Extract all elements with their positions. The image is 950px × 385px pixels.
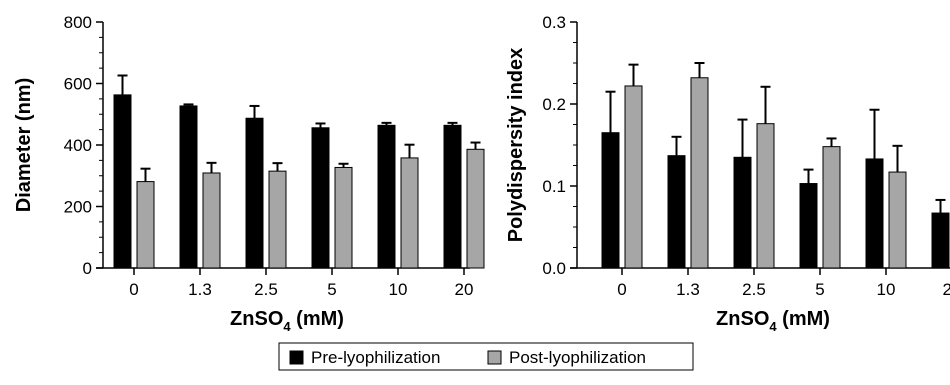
pdi-x-tick-label: 0 <box>617 280 626 299</box>
pdi-bar-post <box>822 146 841 269</box>
polydispersity-chart: 0.0 0.1 0.2 0.3 0 1.3 2.5 5 10 20 Polydispersity i… <box>505 13 950 334</box>
legend: Pre-lyophilization Post-lyophilization <box>278 342 694 371</box>
diameter-x-axis-title: ZnSO4 (mM) <box>230 308 344 334</box>
pdi-x-tick-label: 1.3 <box>676 280 700 299</box>
diameter-x-tick-label: 10 <box>389 280 408 299</box>
diameter-bar-pre <box>377 124 396 269</box>
legend-label-post: Post-lyophilization <box>509 348 646 367</box>
pdi-y-tick-label: 0.1 <box>542 177 566 196</box>
diameter-bar-pre <box>113 94 132 269</box>
diameter-bar-post <box>136 181 155 269</box>
pdi-bar-post <box>624 85 643 269</box>
pdi-y-tick-label: 0.3 <box>542 13 566 32</box>
diameter-bar-post <box>400 157 419 269</box>
diameter-x-tick-label: 2.5 <box>254 280 278 299</box>
pdi-bar-pre <box>601 132 620 269</box>
pdi-bar-pre <box>931 212 950 269</box>
diameter-bar-post <box>334 166 353 269</box>
legend-swatch-post <box>487 350 502 365</box>
diameter-bar-post <box>202 172 221 269</box>
pdi-y-axis-title: Polydispersity index <box>505 48 527 243</box>
diameter-y-tick-label: 400 <box>64 136 92 155</box>
pdi-bar-pre <box>865 158 884 269</box>
pdi-y-tick-label: 0.0 <box>542 259 566 278</box>
legend-label-pre: Pre-lyophilization <box>311 348 440 367</box>
pdi-bar-post <box>690 77 709 269</box>
diameter-y-tick-label: 600 <box>64 75 92 94</box>
pdi-y-tick-label: 0.2 <box>542 95 566 114</box>
diameter-bar-pre <box>245 117 264 269</box>
pdi-x-axis-title: ZnSO4 (mM) <box>716 308 830 334</box>
legend-box <box>278 342 694 371</box>
diameter-x-tick-label: 20 <box>455 280 474 299</box>
diameter-bar-pre <box>179 105 198 269</box>
diameter-y-tick-label: 0 <box>83 259 92 278</box>
pdi-x-tick-label: 2.5 <box>742 280 766 299</box>
diameter-y-tick-label: 800 <box>64 13 92 32</box>
pdi-bar-post <box>888 171 907 269</box>
pdi-bar-post <box>756 123 775 269</box>
pdi-bar-pre <box>733 156 752 269</box>
legend-swatch-pre <box>289 350 304 365</box>
pdi-bar-pre <box>799 183 818 269</box>
diameter-y-tick-label: 200 <box>64 198 92 217</box>
pdi-x-tick-label: 20 <box>943 280 950 299</box>
diameter-bar-pre <box>311 127 330 269</box>
pdi-x-tick-label: 5 <box>815 280 824 299</box>
diameter-bar-post <box>466 148 485 269</box>
diameter-x-tick-label: 1.3 <box>188 280 212 299</box>
diameter-bar-pre <box>443 124 462 269</box>
pdi-bar-pre <box>667 155 686 269</box>
diameter-x-tick-label: 0 <box>129 280 138 299</box>
diameter-bar-post <box>268 170 287 269</box>
pdi-x-tick-label: 10 <box>877 280 896 299</box>
diameter-chart: 0 200 400 600 800 0 1.3 2.5 5 10 20 Diameter (nm) Zn… <box>13 13 485 334</box>
diameter-x-tick-label: 5 <box>327 280 336 299</box>
diameter-y-axis-title: Diameter (nm) <box>13 78 35 212</box>
